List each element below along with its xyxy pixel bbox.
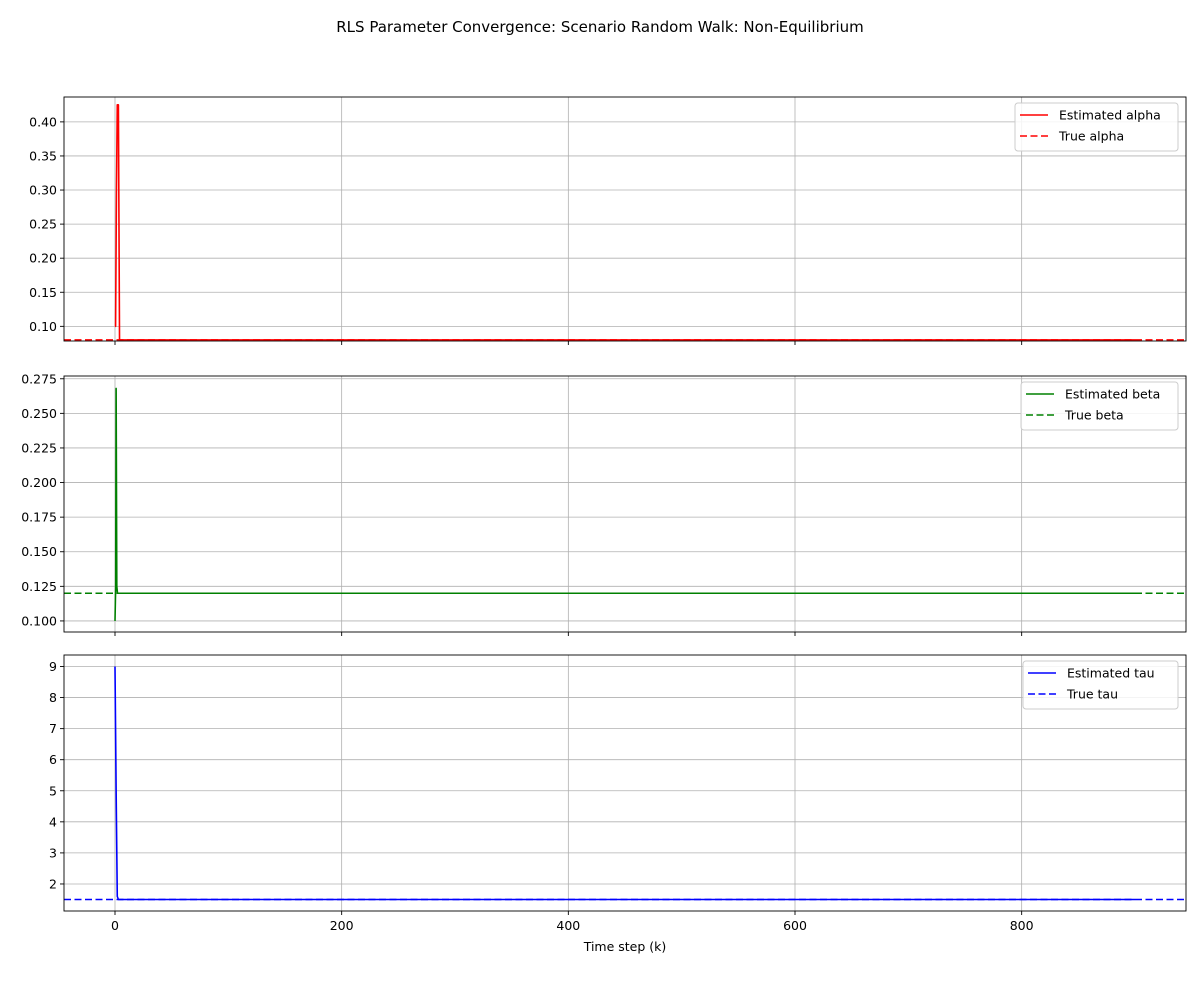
legend-label: Estimated beta [1065, 387, 1160, 402]
x-tick-label: 0 [111, 918, 119, 933]
y-tick-label: 0.175 [21, 510, 57, 525]
x-tick-label: 200 [330, 918, 354, 933]
y-tick-label: 0.35 [29, 148, 57, 163]
y-tick-label: 3 [49, 845, 57, 860]
axes-frame-beta [63, 375, 1187, 633]
subplots: 0.10 0.15 0.20 0.25 0.30 0.35 0.40 Estimated al… [21, 96, 1187, 933]
series-group-alpha [64, 104, 1186, 341]
y-tick-label: 0.15 [29, 285, 57, 300]
legend-frame [1014, 102, 1179, 152]
x-tick-label: 400 [556, 918, 580, 933]
legend-label: True beta [1064, 408, 1124, 423]
legend-frame [1022, 660, 1179, 710]
legend-label: Estimated alpha [1059, 108, 1161, 123]
y-tick-label: 0.20 [29, 251, 57, 266]
y-tick-label: 5 [49, 783, 57, 798]
grid-alpha [64, 97, 1186, 341]
subplot-tau: 2 3 4 5 6 7 8 9 0 200 400 600 800 Estimated tau True t… [49, 654, 1187, 933]
y-tick-label: 2 [49, 876, 57, 891]
series-group-beta [64, 387, 1186, 621]
grid-beta [64, 376, 1186, 632]
y-tick-label: 0.225 [21, 440, 57, 455]
legend-alpha: Estimated alpha True alpha [1014, 102, 1179, 152]
x-tick-label: 600 [783, 918, 807, 933]
y-tick-label: 0.200 [21, 475, 57, 490]
y-tick-label: 0.250 [21, 406, 57, 421]
subplot-alpha: 0.10 0.15 0.20 0.25 0.30 0.35 0.40 Estimated al… [29, 96, 1187, 345]
axes-frame-tau [63, 654, 1187, 912]
legend-label: Estimated tau [1067, 666, 1155, 681]
y-tick-label: 0.25 [29, 217, 57, 232]
y-tick-label: 0.275 [21, 371, 57, 386]
legend-label: True alpha [1058, 129, 1124, 144]
legend-frame [1020, 381, 1179, 431]
y-tick-label: 8 [49, 690, 57, 705]
x-axis-label: Time step (k) [583, 939, 667, 954]
legend-tau: Estimated tau True tau [1022, 660, 1179, 710]
subplot-beta: 0.100 0.125 0.150 0.175 0.200 0.225 0.250 0.275… [21, 371, 1187, 636]
y-tick-label: 0.40 [29, 114, 57, 129]
legend-beta: Estimated beta True beta [1020, 381, 1179, 431]
legend-label: True tau [1066, 687, 1118, 702]
y-tick-label: 0.150 [21, 544, 57, 559]
y-tick-label: 0.125 [21, 579, 57, 594]
y-tick-label: 0.30 [29, 183, 57, 198]
series-group-tau [64, 666, 1186, 901]
x-tick-label: 800 [1010, 918, 1034, 933]
grid-tau [64, 655, 1186, 911]
axes-frame-alpha [63, 96, 1187, 342]
y-tick-label: 9 [49, 659, 57, 674]
y-tick-label: 0.100 [21, 613, 57, 628]
y-tick-label: 7 [49, 721, 57, 736]
figure-title: RLS Parameter Convergence: Scenario Rand… [336, 18, 863, 36]
y-tick-label: 6 [49, 752, 57, 767]
y-tick-label: 4 [49, 814, 57, 829]
y-tick-label: 0.10 [29, 319, 57, 334]
